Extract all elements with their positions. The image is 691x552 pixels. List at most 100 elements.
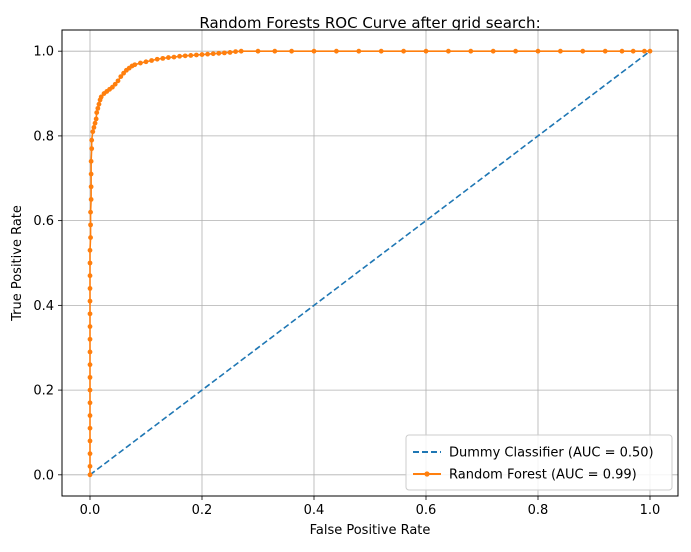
series-layer	[87, 48, 653, 478]
data-point	[87, 451, 93, 457]
data-point	[289, 48, 294, 54]
data-point	[87, 387, 93, 393]
y-tick-label: 0.0	[33, 468, 54, 483]
data-point	[154, 56, 160, 62]
data-point	[205, 51, 211, 57]
data-point	[87, 472, 93, 478]
data-point	[177, 53, 183, 59]
data-point	[87, 463, 93, 469]
data-point	[171, 54, 177, 60]
data-point	[115, 78, 121, 84]
data-point	[199, 52, 205, 57]
data-point	[238, 48, 244, 54]
x-tick-label: 0.2	[192, 503, 213, 518]
data-point	[216, 50, 222, 56]
data-point	[87, 425, 93, 431]
data-point	[87, 438, 93, 444]
data-point	[87, 247, 93, 253]
data-point	[138, 60, 143, 66]
legend-box	[405, 434, 673, 491]
data-point	[272, 48, 278, 54]
data-point	[87, 273, 93, 279]
data-point	[95, 105, 101, 111]
y-tick-label: 0.2	[33, 384, 54, 399]
data-point	[149, 58, 155, 63]
data-point	[446, 48, 451, 54]
data-point	[356, 48, 362, 54]
data-point	[143, 59, 149, 65]
x-tick-label: 1.0	[640, 503, 661, 518]
tick-layer: 0.0 0.2 0.4 0.6 0.8 1.0 0.0 0.2 0.4 0.6 0.8 1.0	[33, 45, 660, 518]
data-point	[87, 349, 93, 355]
data-point	[88, 197, 94, 202]
data-point	[311, 48, 317, 54]
data-point	[647, 48, 653, 54]
data-point	[468, 48, 474, 54]
data-point	[87, 400, 93, 406]
data-point	[222, 50, 227, 56]
data-point	[602, 48, 608, 54]
x-tick-label: 0.6	[416, 503, 437, 518]
data-point	[334, 48, 339, 54]
data-point	[112, 81, 118, 87]
chart-title: Random Forests ROC Curve after grid sear…	[199, 14, 540, 32]
data-point	[93, 116, 99, 122]
data-point	[88, 158, 94, 164]
data-point	[87, 413, 93, 418]
data-point	[580, 48, 586, 54]
data-point	[182, 53, 188, 59]
data-point	[401, 48, 406, 54]
data-point	[642, 48, 647, 54]
data-point	[619, 48, 625, 54]
grid-lines	[62, 30, 678, 496]
data-point	[630, 48, 636, 54]
data-point	[194, 52, 199, 58]
y-tick-label: 0.6	[33, 214, 54, 229]
data-point	[88, 184, 94, 190]
data-point	[90, 129, 96, 135]
series-line-0	[89, 50, 651, 476]
y-tick-label: 0.4	[33, 299, 54, 314]
x-axis-label: False Positive Rate	[310, 523, 431, 538]
data-point	[87, 298, 93, 304]
data-point	[87, 336, 93, 342]
y-tick-label: 0.8	[33, 129, 54, 144]
legend-label-random-forest: Random Forest (AUC = 0.99)	[449, 468, 637, 483]
plot-frame	[61, 29, 679, 497]
data-point	[513, 48, 518, 54]
data-point	[233, 49, 239, 55]
data-point	[88, 235, 93, 240]
data-point	[535, 48, 541, 54]
data-point	[88, 209, 93, 215]
data-point	[87, 286, 93, 291]
y-axis-label: True Positive Rate	[10, 205, 25, 322]
legend: Dummy Classifier (AUC = 0.50) Random For…	[405, 434, 673, 491]
data-point	[88, 222, 93, 228]
data-point	[88, 171, 94, 177]
data-point	[87, 324, 93, 329]
x-tick-label: 0.4	[304, 503, 325, 518]
data-point	[423, 48, 429, 54]
data-point	[378, 48, 384, 54]
data-point	[89, 146, 95, 152]
data-point	[89, 137, 95, 143]
data-point	[210, 51, 216, 57]
data-point	[490, 48, 496, 54]
data-point	[94, 110, 100, 116]
data-point	[98, 94, 104, 100]
y-tick-label: 1.0	[33, 45, 54, 60]
legend-marker-random-forest	[424, 471, 430, 477]
data-point	[87, 362, 93, 368]
data-point	[87, 374, 93, 380]
data-point	[227, 50, 233, 55]
data-point	[87, 260, 93, 266]
data-point	[87, 311, 93, 317]
x-tick-label: 0.8	[528, 503, 549, 518]
data-point	[92, 120, 98, 126]
data-point	[118, 74, 124, 79]
data-point	[558, 48, 563, 54]
data-point	[166, 55, 171, 60]
data-point	[160, 55, 166, 61]
data-point	[91, 125, 97, 130]
